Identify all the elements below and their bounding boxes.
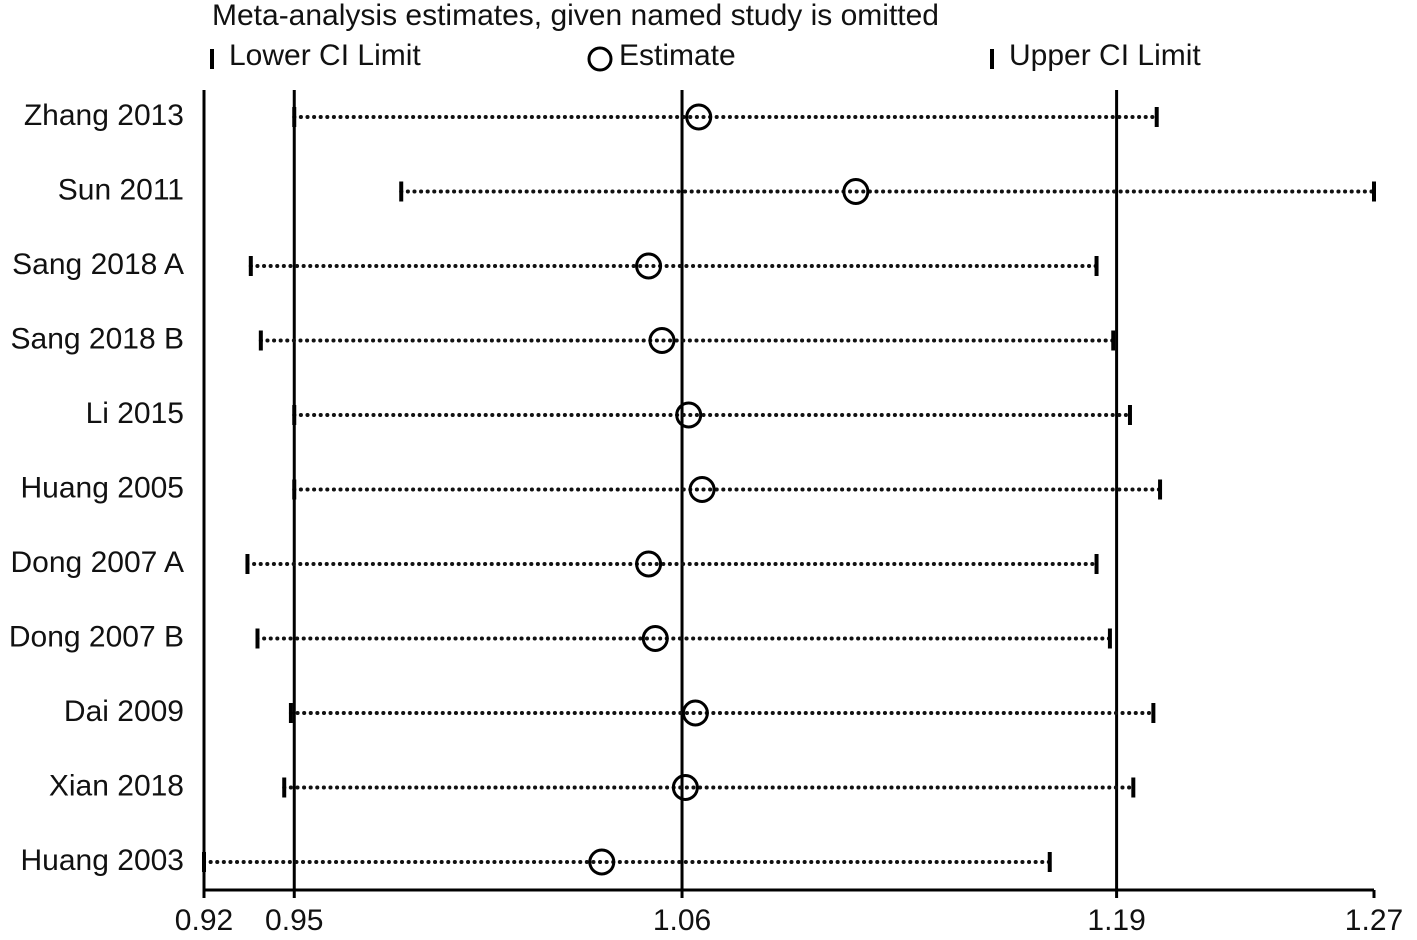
estimate-marker [641,625,669,652]
x-tick-label: 1.27 [1345,904,1403,937]
estimate-marker [842,178,870,205]
estimate-marker [671,774,699,801]
category-label: Huang 2003 [21,844,184,877]
legend-label: Estimate [619,39,736,72]
category-label: Dai 2009 [64,695,184,728]
estimate-marker [688,476,716,503]
category-label: Zhang 2013 [24,99,184,132]
category-label: Sang 2018 B [11,322,184,355]
estimate-marker [588,848,616,876]
estimate-marker [681,699,709,727]
category-label: Dong 2007 B [9,620,184,653]
category-label: Li 2015 [86,397,184,430]
chart-title: Meta-analysis estimates, given named stu… [212,0,939,32]
x-tick-label: 1.06 [653,904,711,937]
estimate-marker [675,401,703,429]
category-label: Dong 2007 A [11,546,184,579]
category-label: Sang 2018 A [12,248,184,281]
category-label: Sun 2011 [58,173,184,206]
x-tick-label: 0.92 [175,904,233,937]
category-label: Xian 2018 [49,769,184,802]
estimate-marker [635,550,663,578]
x-tick-label: 0.95 [265,904,323,937]
estimate-marker [685,103,713,131]
estimate-marker [648,327,676,354]
category-label: Huang 2005 [21,471,184,504]
legend-label: Lower CI Limit [229,39,421,72]
estimate-marker [635,252,663,280]
legend-marker [587,46,613,72]
legend-label: Upper CI Limit [1009,39,1201,72]
x-tick-label: 1.19 [1087,904,1145,937]
